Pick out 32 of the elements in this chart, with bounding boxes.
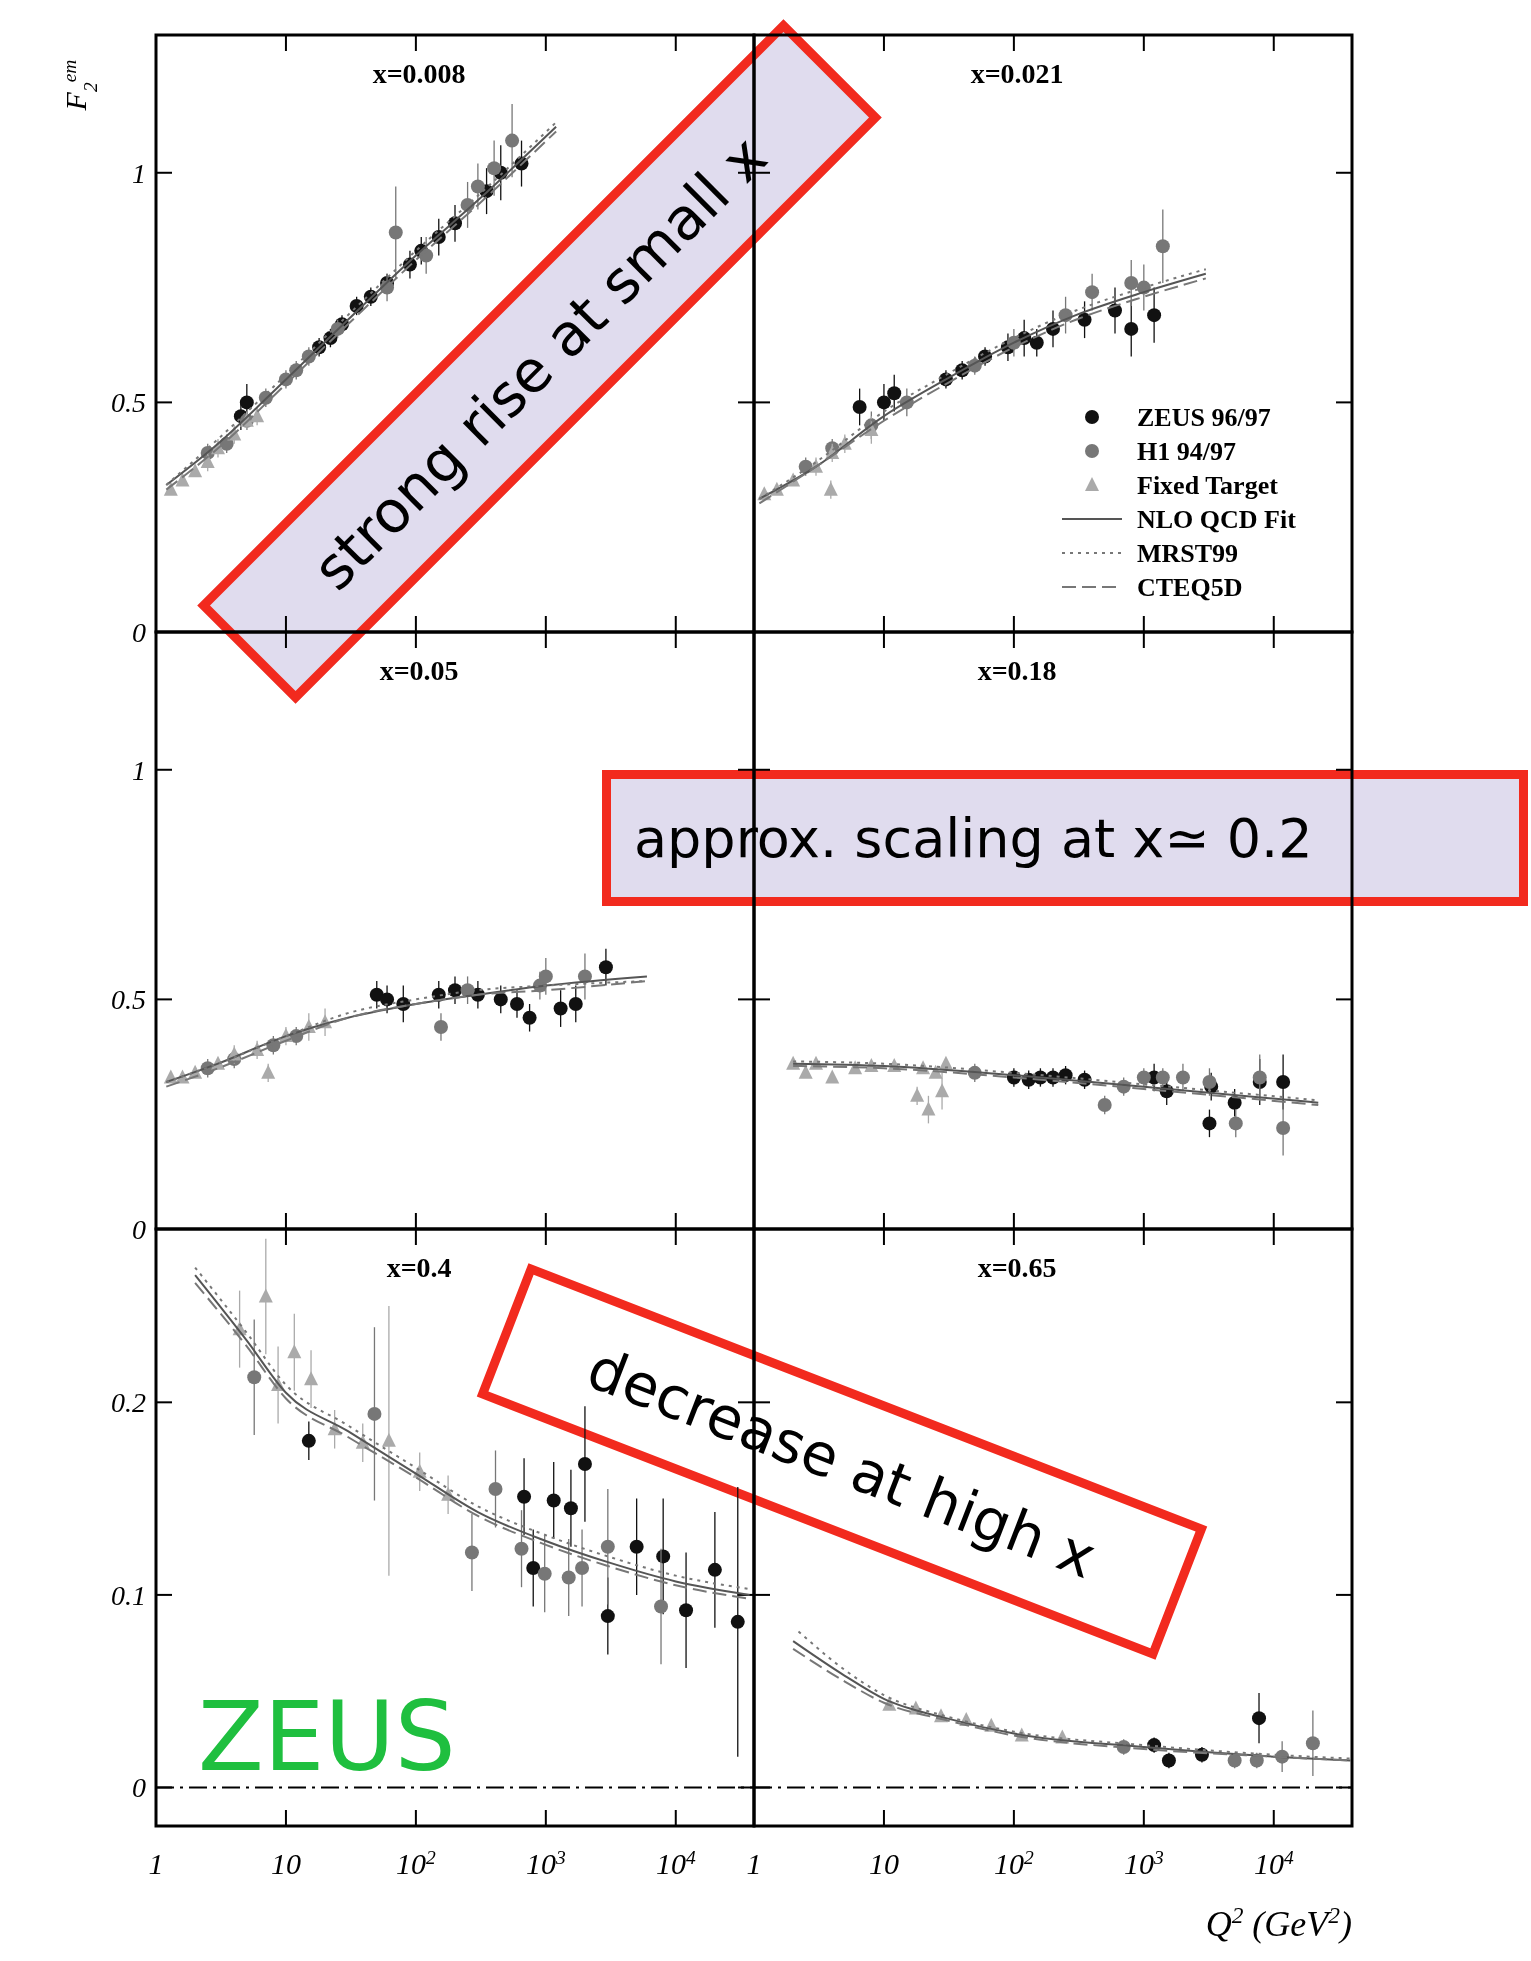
text: x=0.18 xyxy=(977,655,1057,686)
x-tick-label: 10$^{4}$ xyxy=(655,1846,696,1880)
text: x=0.4 xyxy=(386,1252,452,1283)
y-tick-label: 0.5 xyxy=(111,984,146,1016)
y-tick-label: 0 xyxy=(132,1772,146,1804)
legend-label: Fixed Target xyxy=(1137,471,1279,500)
text: x=0.65 xyxy=(977,1252,1057,1283)
text: x=0.008 xyxy=(372,58,466,89)
x-axis-title: Q$^{2}$ (GeV$^{2}$) xyxy=(1205,1902,1352,1944)
x-tick-label: 10 xyxy=(270,1847,301,1880)
y-tick-label: 0.5 xyxy=(111,387,146,419)
y-tick-label: 0.1 xyxy=(111,1579,146,1611)
legend-label: NLO QCD Fit xyxy=(1137,505,1297,534)
text: x=0.05 xyxy=(379,655,459,686)
x-tick-label: 10$^{4}$ xyxy=(1253,1846,1294,1880)
x-tick-label: 10 xyxy=(868,1847,899,1880)
x-tick-label: 10$^{2}$ xyxy=(396,1846,437,1880)
x-tick-label: 1 xyxy=(746,1847,762,1880)
legend-label: CTEQ5D xyxy=(1137,573,1243,602)
y-tick-label: 0.2 xyxy=(111,1387,146,1419)
legend-label: H1 94/97 xyxy=(1137,437,1236,466)
legend-label: MRST99 xyxy=(1137,539,1239,568)
y-tick-label: 1 xyxy=(132,157,146,189)
legend-label: ZEUS 96/97 xyxy=(1137,403,1271,432)
y-tick-label: 0 xyxy=(132,1214,146,1245)
annotation: ZEUS xyxy=(198,1681,456,1793)
x-tick-label: 10$^{2}$ xyxy=(994,1846,1035,1880)
text: x=0.021 xyxy=(970,58,1064,89)
y-tick-label: 1 xyxy=(132,754,146,786)
y-tick-label: 0 xyxy=(132,617,146,648)
x-tick-label: 10$^{3}$ xyxy=(1123,1846,1164,1880)
x-tick-label: 10$^{3}$ xyxy=(525,1846,566,1880)
